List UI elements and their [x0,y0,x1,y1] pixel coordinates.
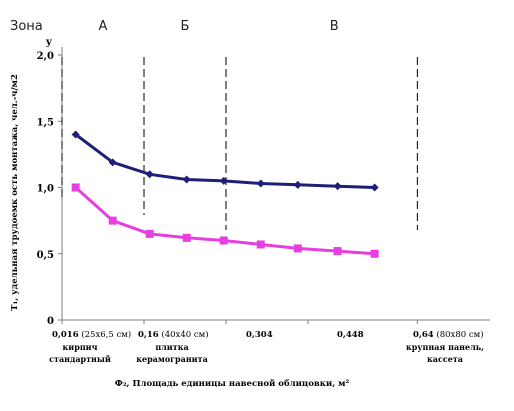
data-point [293,244,302,253]
y-axis-letter: y [45,37,53,48]
data-point [333,182,342,191]
data-point [182,233,191,242]
x-tick-sublabel: крупная панель, [406,342,484,352]
data-point [219,176,228,185]
chart-labels: y 0,016 (25х6,5 см) кирпич стандартный 0,16 … [10,19,484,389]
y-tick-label: 1,5 [37,117,54,128]
x-tick-sublabel: кирпич [63,342,98,352]
x-tick-label: 0,16 (40х40 см) [138,329,209,340]
data-point [219,236,228,245]
data-point [71,183,80,192]
x-tick-label: 0,64 (80х80 см) [413,329,484,340]
chart-series [71,130,379,258]
x-tick-label: 0,304 [246,330,273,340]
data-point [256,240,265,249]
zone-letter: А [99,19,108,34]
x-tick-label: 0,016 (25х6,5 см) [52,329,131,340]
data-point [370,249,379,258]
data-point [293,180,302,189]
y-tick-label: 1,0 [37,184,54,195]
x-tick-label: 0,448 [337,330,364,340]
zone-letter: В [330,19,339,34]
x-tick-sublabel: керамогранита [136,354,208,364]
zone-letter: Б [181,19,190,34]
data-point [256,179,265,188]
zone-header-label: Зона [10,19,43,34]
x-tick-sublabel: плитка [155,342,188,352]
data-point [108,216,117,225]
y-axis-title: Т₁, удельная трудоемк ость монтажа, чел.… [10,74,20,311]
data-point [108,158,117,167]
data-point [145,170,154,179]
data-point [145,229,154,238]
data-point [370,183,379,192]
data-point [182,175,191,184]
zone-markers [61,57,418,230]
data-point [333,247,342,256]
y-tick-label: 2,0 [37,51,54,62]
y-tick-label: 0,5 [37,250,54,261]
x-axis-title: Ф₂, Площадь единицы навесной облицовки, … [115,378,350,389]
y-tick-label: 0 [47,316,54,327]
x-tick-sublabel: стандартный [49,354,111,364]
chart-axes: 0 0,5 1,0 1,5 2,0 [37,47,490,327]
data-point [71,130,80,139]
x-tick-sublabel: кассета [427,354,463,364]
